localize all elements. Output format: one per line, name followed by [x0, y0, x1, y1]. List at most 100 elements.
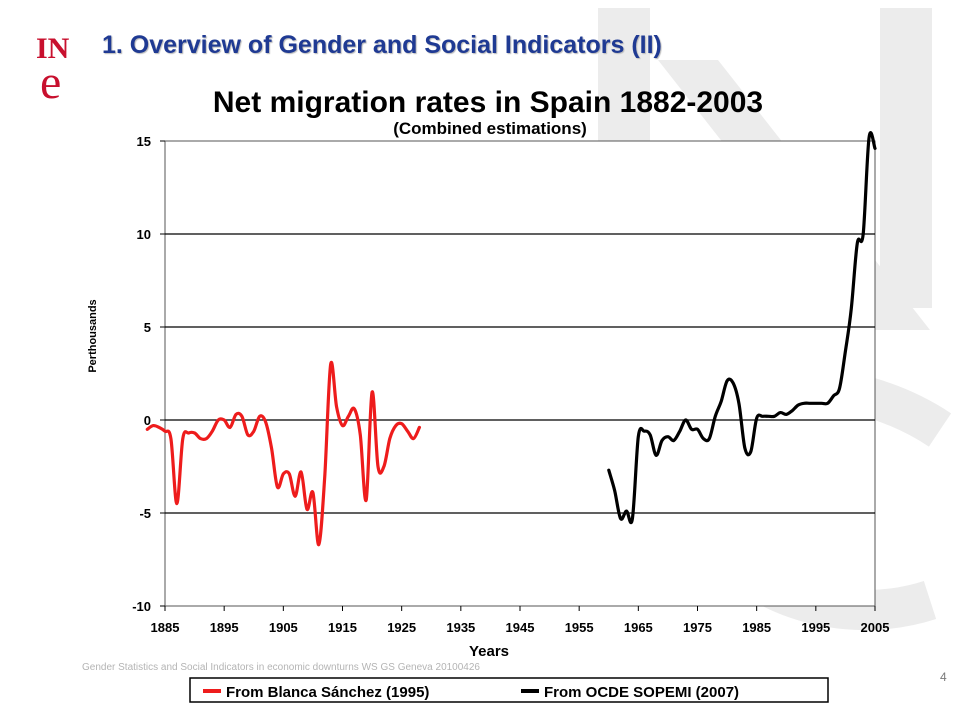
- series-1-point: [365, 499, 368, 501]
- series-2-point: [862, 233, 865, 235]
- y-tick-label: 15: [137, 134, 151, 149]
- series-1-point: [329, 363, 332, 366]
- series-1-point: [394, 424, 397, 427]
- series-2-point: [755, 417, 758, 420]
- series-2-point: [672, 439, 675, 442]
- y-tick-label: 5: [144, 320, 151, 335]
- ine-logo-top-text: IN: [36, 32, 70, 65]
- series-2-point: [797, 404, 799, 407]
- series-1-point: [164, 430, 166, 433]
- y-tick-label: -10: [132, 599, 151, 614]
- series-2-point: [708, 437, 711, 440]
- series-2-point: [773, 415, 776, 418]
- series-1-point: [199, 437, 202, 440]
- series-1-point: [146, 428, 149, 431]
- series-1-point: [406, 430, 409, 433]
- series-2-point: [832, 394, 835, 397]
- series-2-point: [820, 402, 823, 405]
- slide-title: 1. Overview of Gender and Social Indicat…: [102, 31, 662, 59]
- x-tick-label: 1995: [801, 620, 830, 635]
- y-axis-label: Perthousands: [87, 299, 99, 372]
- ine-logo: IN e: [36, 32, 70, 108]
- chart-legend: From Blanca Sánchez (1995) From OCDE SOP…: [189, 677, 829, 703]
- series-2-point: [655, 454, 657, 457]
- series-2-point: [767, 415, 770, 418]
- series-2-point: [613, 489, 616, 492]
- y-tick-label: 0: [144, 413, 151, 428]
- chart-title: Net migration rates in Spain 1882-2003: [213, 86, 763, 119]
- legend-label-series-1: From Blanca Sánchez (1995): [226, 684, 429, 701]
- series-2-point: [661, 439, 663, 442]
- page-number: 4: [940, 670, 947, 684]
- series-1-point: [235, 413, 237, 416]
- series-1-point: [246, 433, 249, 436]
- series-1-point: [152, 424, 155, 427]
- series-2-point: [850, 307, 853, 310]
- series-1-point: [306, 508, 308, 511]
- series-2-point: [678, 430, 681, 433]
- series-1-point: [383, 465, 385, 468]
- series-2-point: [637, 435, 640, 438]
- series-2-point: [761, 415, 764, 418]
- x-axis-label: Years: [469, 643, 509, 660]
- chart-subtitle: (Combined estimations): [393, 119, 587, 138]
- series-2-point: [791, 409, 794, 412]
- series-2-point: [856, 242, 859, 245]
- y-tick-label: -5: [139, 506, 151, 521]
- series-2-point: [803, 402, 805, 405]
- series-1-point: [264, 420, 267, 423]
- series-2-point: [649, 433, 652, 436]
- series-1-point: [282, 473, 285, 475]
- series-2-point: [838, 387, 841, 390]
- series-2-point: [607, 469, 610, 472]
- series-2-point: [809, 402, 811, 405]
- series-1-point: [317, 543, 320, 546]
- x-tick-label: 2005: [861, 620, 890, 635]
- series-2-point: [779, 411, 782, 414]
- series-1-point: [312, 491, 314, 494]
- series-2-point: [738, 402, 740, 405]
- series-2-point: [814, 402, 817, 405]
- ine-logo-bottom-text: e: [40, 56, 61, 108]
- series-1-point: [294, 495, 297, 498]
- series-2-point: [720, 400, 723, 403]
- series-2-point: [619, 517, 622, 520]
- y-tick-label: 10: [137, 227, 151, 242]
- series-2-point: [625, 510, 628, 513]
- x-tick-label: 1885: [151, 620, 180, 635]
- series-1-point: [400, 422, 403, 425]
- x-tick-label: 1955: [565, 620, 594, 635]
- series-1-point: [229, 426, 231, 429]
- series-1-point: [217, 419, 220, 421]
- series-1-point: [193, 432, 196, 434]
- series-1-point: [211, 430, 214, 433]
- series-1-point: [241, 415, 243, 418]
- x-tick-label: 1945: [506, 620, 535, 635]
- series-2-point: [874, 147, 876, 150]
- series-1-point: [377, 465, 379, 468]
- x-tick-label: 1895: [210, 620, 239, 635]
- series-1-point: [258, 415, 261, 418]
- series-2-point: [631, 517, 634, 520]
- series-1-point: [353, 407, 356, 410]
- series-2-point: [696, 428, 699, 431]
- x-tick-label: 1935: [446, 620, 475, 635]
- series-2-point: [743, 447, 746, 449]
- x-tick-label: 1905: [269, 620, 298, 635]
- series-1-point: [418, 426, 421, 429]
- series-1-point: [205, 437, 208, 440]
- series-1-point: [187, 432, 190, 434]
- x-tick-label: 1915: [328, 620, 357, 635]
- series-2-point: [868, 136, 870, 139]
- series-2-point: [726, 380, 728, 382]
- series-1-point: [388, 437, 391, 440]
- series-1-point: [175, 502, 178, 505]
- series-1-point: [347, 415, 350, 418]
- series-2-point: [684, 419, 687, 421]
- series-2-point: [749, 450, 752, 453]
- series-1-point: [371, 391, 373, 393]
- series-1-point: [323, 474, 326, 477]
- series-1-point: [412, 437, 415, 440]
- series-1-point: [341, 424, 344, 427]
- series-2-point: [702, 437, 705, 440]
